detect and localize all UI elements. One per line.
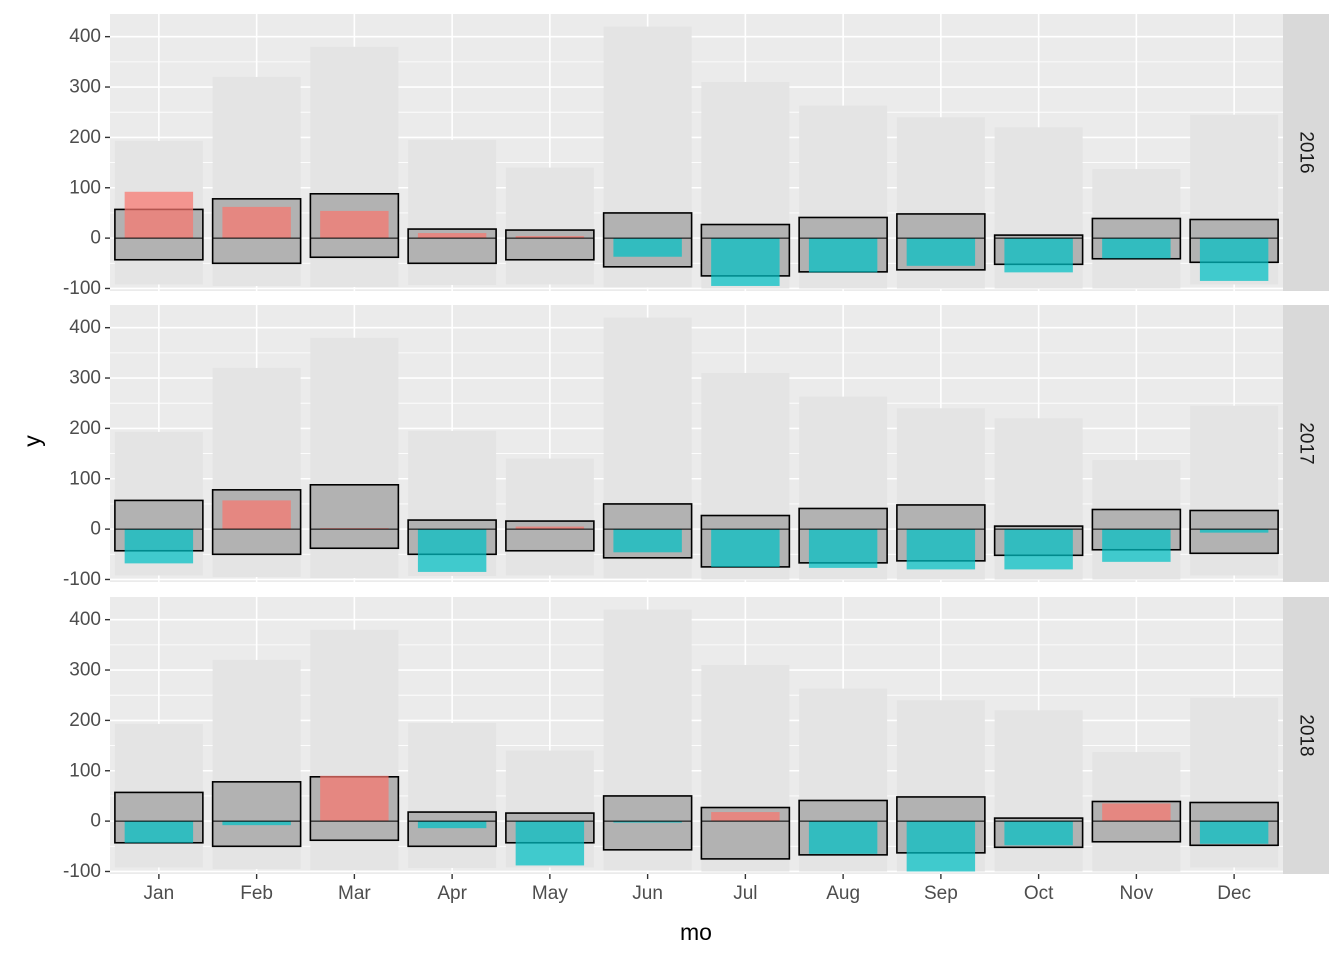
envelope-bar [505, 458, 594, 576]
deviation-bar [1004, 529, 1073, 570]
y-tick-label: 400 [69, 609, 101, 630]
deviation-bar [222, 821, 291, 826]
marks-layer [114, 26, 1279, 872]
deviation-bar [515, 236, 585, 239]
deviation-bar [320, 210, 389, 239]
axes-layer: 2016 -100 0 100 200 300 400 2017 -100 0 100 200 300 4… [63, 26, 1317, 904]
deviation-bar [515, 821, 585, 866]
panels-layer [110, 14, 1329, 874]
x-tick-label: Aug [826, 883, 860, 904]
deviation-bar [1199, 238, 1269, 281]
deviation-bar [320, 528, 389, 530]
x-axis-title: mo [680, 919, 712, 945]
panel-background [110, 14, 1283, 291]
deviation-bar [222, 500, 291, 530]
x-tick-label: Mar [338, 883, 371, 904]
x-tick-label: May [532, 883, 568, 904]
deviation-bar [1102, 529, 1171, 562]
deviation-bar [808, 821, 878, 854]
x-tick-label: Nov [1119, 883, 1153, 904]
y-tick-label: 400 [69, 26, 101, 47]
deviation-bar [711, 812, 780, 822]
y-tick-label: 100 [69, 177, 101, 198]
deviation-bar [124, 821, 194, 843]
envelope-bar [505, 167, 594, 285]
y-tick-label: -100 [63, 278, 101, 299]
deviation-bar [1199, 821, 1269, 844]
x-tick-label: Jun [632, 883, 663, 904]
deviation-bar [906, 821, 976, 872]
deviation-bar [124, 529, 194, 564]
deviation-bar [613, 238, 682, 257]
deviation-bar [222, 206, 291, 239]
deviation-bar [613, 821, 682, 823]
y-tick-label: 300 [69, 660, 101, 681]
y-tick-label: 200 [69, 127, 101, 148]
y-tick-label: 100 [69, 760, 101, 781]
y-tick-label: 300 [69, 77, 101, 98]
facet-strip-label: 2018 [1296, 714, 1317, 756]
deviation-bar [417, 233, 487, 239]
y-tick-label: 0 [90, 811, 101, 832]
deviation-bar [613, 529, 682, 553]
x-tick-label: Dec [1217, 883, 1251, 904]
typical-range-bar [211, 781, 302, 848]
facet-strip [1283, 597, 1329, 874]
y-tick-label: 200 [69, 710, 101, 731]
y-tick-label: 0 [90, 519, 101, 540]
panel-background [110, 597, 1283, 874]
deviation-bar [515, 526, 585, 530]
facet-strip-label: 2017 [1296, 422, 1317, 464]
deviation-bar [906, 238, 976, 266]
x-tick-label: Oct [1024, 883, 1054, 904]
deviation-bar [906, 529, 976, 570]
y-tick-label: 100 [69, 468, 101, 489]
typical-range-bar [407, 811, 497, 848]
y-tick-label: -100 [63, 861, 101, 882]
typical-range-bar [602, 795, 693, 851]
deviation-bar [417, 821, 487, 829]
deviation-bar [1102, 238, 1171, 259]
panel-background [110, 305, 1283, 582]
x-tick-label: Feb [240, 883, 273, 904]
facet-strip-label: 2016 [1296, 131, 1317, 173]
typical-range-bar [505, 229, 595, 261]
x-tick-label: Jan [144, 883, 175, 904]
deviation-bar [808, 529, 878, 568]
deviation-bar [320, 775, 389, 822]
deviation-bar [711, 529, 780, 567]
facet-strip [1283, 305, 1329, 582]
deviation-bar [1102, 803, 1171, 822]
deviation-bar [124, 191, 194, 239]
deviation-bar [1004, 821, 1073, 846]
deviation-bar [808, 238, 878, 273]
x-tick-label: Sep [924, 883, 958, 904]
deviation-bar [417, 529, 487, 572]
y-tick-label: -100 [63, 569, 101, 590]
deviation-bar [711, 238, 780, 286]
x-tick-label: Apr [437, 883, 467, 904]
y-tick-label: 0 [90, 228, 101, 249]
typical-range-bar [309, 483, 400, 550]
deviation-bar [1199, 529, 1269, 533]
facet-strip [1283, 14, 1329, 291]
x-tick-label: Jul [733, 883, 757, 904]
y-axis-title: y [19, 435, 45, 447]
y-tick-label: 200 [69, 418, 101, 439]
typical-range-bar [505, 520, 595, 552]
deviation-bar [1004, 238, 1073, 273]
y-tick-label: 400 [69, 317, 101, 338]
y-tick-label: 300 [69, 368, 101, 389]
